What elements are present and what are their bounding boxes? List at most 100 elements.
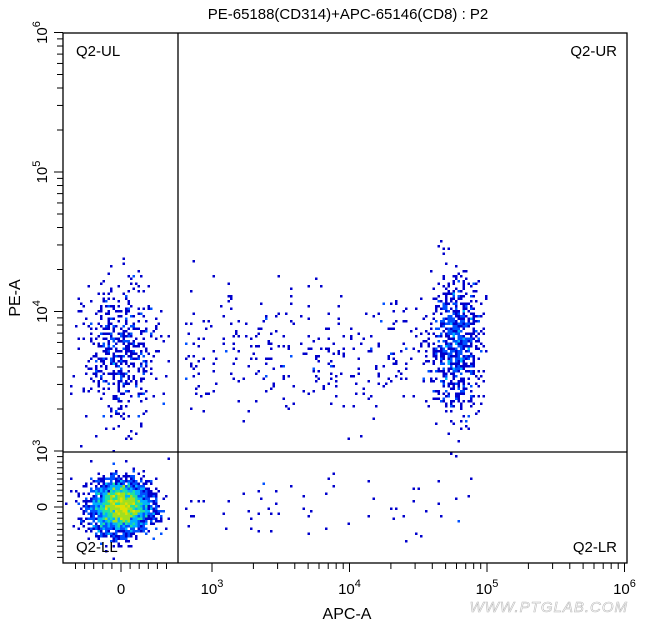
data-point (97, 535, 100, 538)
data-point (130, 502, 133, 505)
data-point (270, 347, 273, 350)
data-point (122, 347, 125, 350)
data-point (445, 317, 448, 320)
data-point (110, 472, 113, 475)
data-point (475, 345, 478, 348)
data-point (460, 325, 463, 328)
data-point (112, 427, 115, 430)
data-point (137, 502, 140, 505)
data-point (357, 367, 360, 370)
data-point (462, 295, 465, 298)
data-point (457, 400, 460, 403)
data-point (155, 520, 158, 523)
data-point (135, 345, 138, 348)
data-point (160, 310, 163, 313)
data-points (65, 240, 488, 560)
data-point (147, 512, 150, 515)
data-point (122, 510, 125, 513)
data-point (92, 527, 95, 530)
data-point (282, 335, 285, 338)
data-point (130, 282, 133, 285)
data-point (447, 347, 450, 350)
data-point (130, 520, 133, 523)
data-point (462, 310, 465, 313)
data-point (477, 347, 480, 350)
data-point (105, 325, 108, 328)
data-point (457, 397, 460, 400)
data-point (130, 507, 133, 510)
data-point (435, 327, 438, 330)
data-point (205, 327, 208, 330)
data-point (127, 307, 130, 310)
data-point (450, 350, 453, 353)
data-point (112, 395, 115, 398)
data-point (447, 335, 450, 338)
data-point (145, 487, 148, 490)
data-point (135, 535, 138, 538)
data-point (452, 362, 455, 365)
data-point (132, 375, 135, 378)
data-point (482, 370, 485, 373)
data-point (442, 247, 445, 250)
data-point (227, 500, 230, 503)
data-point (137, 392, 140, 395)
data-point (142, 475, 145, 478)
data-point (142, 502, 145, 505)
data-point (457, 385, 460, 388)
data-point (470, 305, 473, 308)
data-point (77, 297, 80, 300)
data-point (450, 362, 453, 365)
data-point (212, 350, 215, 353)
data-point (287, 375, 290, 378)
data-point (120, 490, 123, 493)
data-point (117, 370, 120, 373)
data-point (122, 495, 125, 498)
data-point (125, 490, 128, 493)
data-point (460, 275, 463, 278)
data-point (287, 407, 290, 410)
data-point (327, 382, 330, 385)
data-point (127, 510, 130, 513)
data-point (462, 335, 465, 338)
data-point (442, 275, 445, 278)
data-point (92, 380, 95, 383)
data-point (152, 500, 155, 503)
data-point (135, 432, 138, 435)
data-point (102, 387, 105, 390)
data-point (102, 497, 105, 500)
data-point (437, 502, 440, 505)
data-point (192, 342, 195, 345)
data-point (392, 327, 395, 330)
data-point (107, 517, 110, 520)
data-point (115, 512, 118, 515)
data-point (135, 510, 138, 513)
data-point (125, 530, 128, 533)
data-point (210, 325, 213, 328)
data-point (347, 437, 350, 440)
data-point (100, 522, 103, 525)
data-point (137, 500, 140, 503)
data-point (452, 332, 455, 335)
data-point (122, 385, 125, 388)
data-point (130, 532, 133, 535)
data-point (460, 380, 463, 383)
data-point (447, 395, 450, 398)
data-point (142, 507, 145, 510)
data-point (100, 485, 103, 488)
data-point (120, 487, 123, 490)
data-point (470, 352, 473, 355)
data-point (420, 332, 423, 335)
data-point (102, 362, 105, 365)
data-point (447, 382, 450, 385)
data-point (137, 522, 140, 525)
data-point (135, 512, 138, 515)
data-point (122, 412, 125, 415)
data-point (77, 492, 80, 495)
data-point (122, 485, 125, 488)
data-point (390, 302, 393, 305)
data-point (387, 357, 390, 360)
data-point (97, 342, 100, 345)
data-point (422, 317, 425, 320)
data-point (132, 275, 135, 278)
data-point (232, 342, 235, 345)
